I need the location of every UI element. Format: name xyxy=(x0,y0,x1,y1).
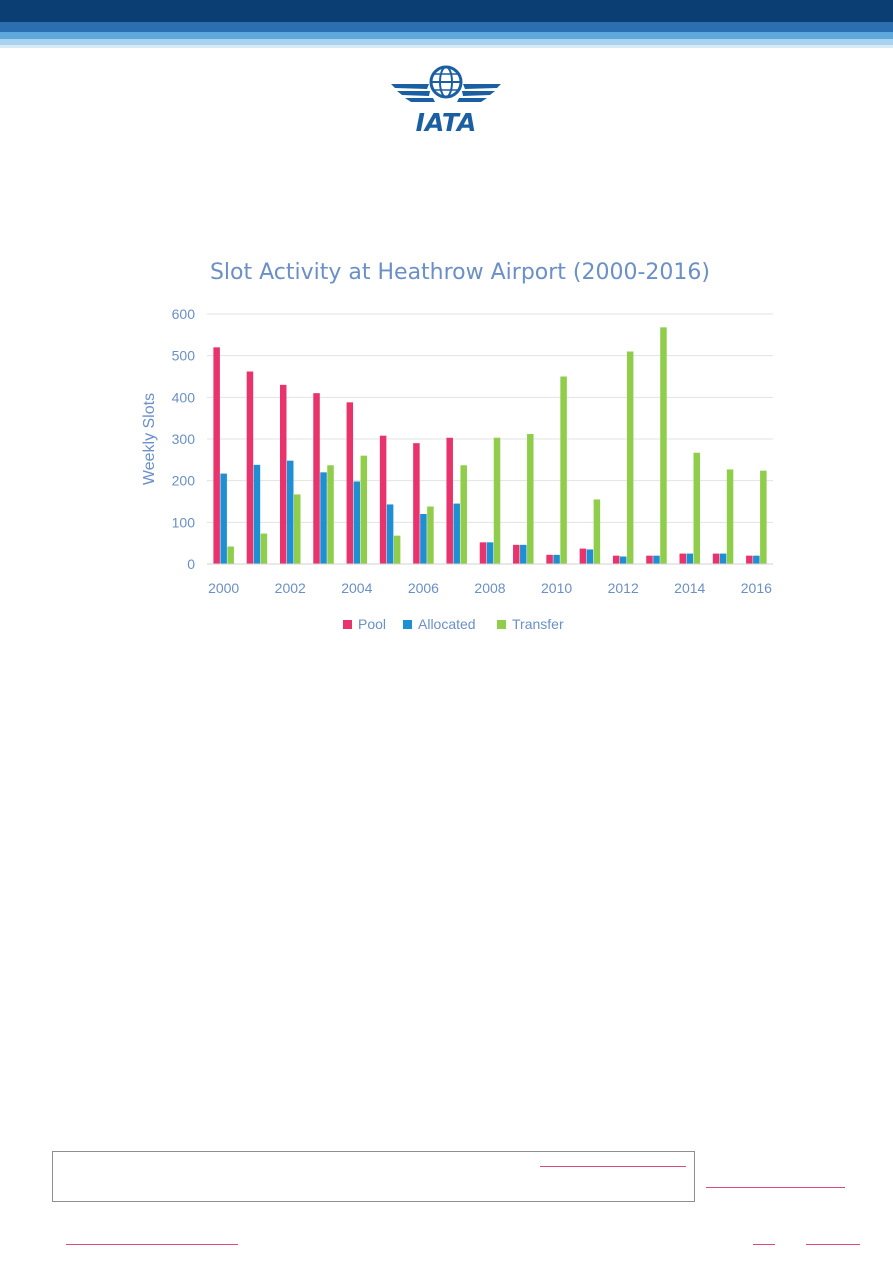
bar-pool xyxy=(479,542,487,564)
header-band xyxy=(0,0,893,52)
bar-pool xyxy=(213,347,220,564)
bar-transfer xyxy=(293,494,301,564)
bar-allocated xyxy=(753,555,760,564)
bar-transfer xyxy=(260,533,268,564)
bar-allocated xyxy=(586,549,594,564)
footer-link-underline xyxy=(706,1187,845,1188)
bar-transfer xyxy=(427,506,434,564)
wings-icon xyxy=(391,84,501,102)
bar-transfer xyxy=(327,465,334,564)
bar-transfer xyxy=(693,452,701,564)
bar-pool xyxy=(313,393,320,564)
bar-pool xyxy=(446,437,453,564)
bar-pool xyxy=(746,555,753,564)
bar-allocated xyxy=(220,473,227,564)
bar-transfer xyxy=(493,437,501,564)
bar-transfer xyxy=(626,351,634,564)
bar-allocated xyxy=(719,553,727,564)
footer-box xyxy=(52,1151,695,1202)
bar-transfer xyxy=(527,434,534,564)
bar-pool xyxy=(712,553,720,564)
bar-allocated xyxy=(386,504,394,564)
footer-link-underline xyxy=(66,1244,238,1245)
bar-pool xyxy=(379,435,387,564)
x-tick-label: 2010 xyxy=(541,580,572,596)
bar-pool xyxy=(579,548,587,564)
legend-label-transfer: Transfer xyxy=(512,616,564,632)
bar-pool xyxy=(646,555,653,564)
bar-pool xyxy=(546,554,553,564)
x-tick-label: 2004 xyxy=(341,580,372,596)
bar-allocated xyxy=(486,542,494,564)
bar-allocated xyxy=(553,554,560,564)
bar-transfer xyxy=(760,470,767,564)
chart: Slot Activity at Heathrow Airport (2000-… xyxy=(130,250,790,650)
x-tick-label: 2008 xyxy=(474,580,505,596)
bar-allocated xyxy=(619,556,627,564)
bar-allocated xyxy=(653,555,660,564)
logo-text: IATA xyxy=(416,108,477,134)
y-tick-label: 100 xyxy=(172,514,196,530)
footer-link-underline xyxy=(540,1166,686,1167)
x-tick-label: 2016 xyxy=(741,580,772,596)
x-tick-label: 2012 xyxy=(608,580,639,596)
bar-pool xyxy=(679,553,687,564)
globe-icon xyxy=(429,65,463,99)
bar-allocated xyxy=(453,503,460,564)
bar-pool xyxy=(346,402,354,564)
bar-transfer xyxy=(560,376,567,564)
bar-pool xyxy=(246,371,254,564)
bar-transfer xyxy=(227,546,234,564)
x-tick-label: 2014 xyxy=(674,580,705,596)
x-tick-label: 2000 xyxy=(208,580,239,596)
bar-transfer xyxy=(360,455,368,564)
legend-label-allocated: Allocated xyxy=(418,616,476,632)
y-tick-label: 600 xyxy=(172,306,196,322)
bar-transfer xyxy=(393,535,401,564)
iata-logo: IATA xyxy=(391,65,501,134)
bar-allocated xyxy=(520,544,527,564)
y-tick-label: 400 xyxy=(172,389,196,405)
legend-swatch-pool xyxy=(343,620,352,629)
bar-allocated xyxy=(253,464,261,564)
footer-link-underline xyxy=(753,1244,775,1245)
y-axis-label: Weekly Slots xyxy=(141,393,158,485)
chart-plot: 0 100 200 300 400 500 600 Weekly Slots 2000 2002 2… xyxy=(141,306,773,632)
bar-transfer xyxy=(726,469,734,564)
x-tick-label: 2002 xyxy=(275,580,306,596)
legend-swatch-allocated xyxy=(403,620,412,629)
bar-transfer xyxy=(593,499,601,564)
bar-allocated xyxy=(353,481,361,564)
footer-link-underline xyxy=(806,1244,860,1245)
bar-allocated xyxy=(286,460,294,564)
legend-label-pool: Pool xyxy=(358,616,386,632)
bar-allocated xyxy=(320,472,327,564)
bar-transfer xyxy=(660,327,667,564)
bar-transfer xyxy=(460,465,467,564)
bar-pool xyxy=(612,555,620,564)
bar-pool xyxy=(279,384,287,564)
y-tick-label: 300 xyxy=(172,431,196,447)
y-tick-label: 500 xyxy=(172,348,196,364)
bar-pool xyxy=(413,443,420,564)
bar-pool xyxy=(513,544,520,564)
bar-allocated xyxy=(686,553,694,564)
bar-allocated xyxy=(420,514,427,564)
chart-title: Slot Activity at Heathrow Airport (2000-… xyxy=(209,260,711,285)
legend-swatch-transfer xyxy=(497,620,506,629)
y-tick-label: 200 xyxy=(172,473,196,489)
x-tick-label: 2006 xyxy=(408,580,439,596)
y-tick-label: 0 xyxy=(187,556,195,572)
